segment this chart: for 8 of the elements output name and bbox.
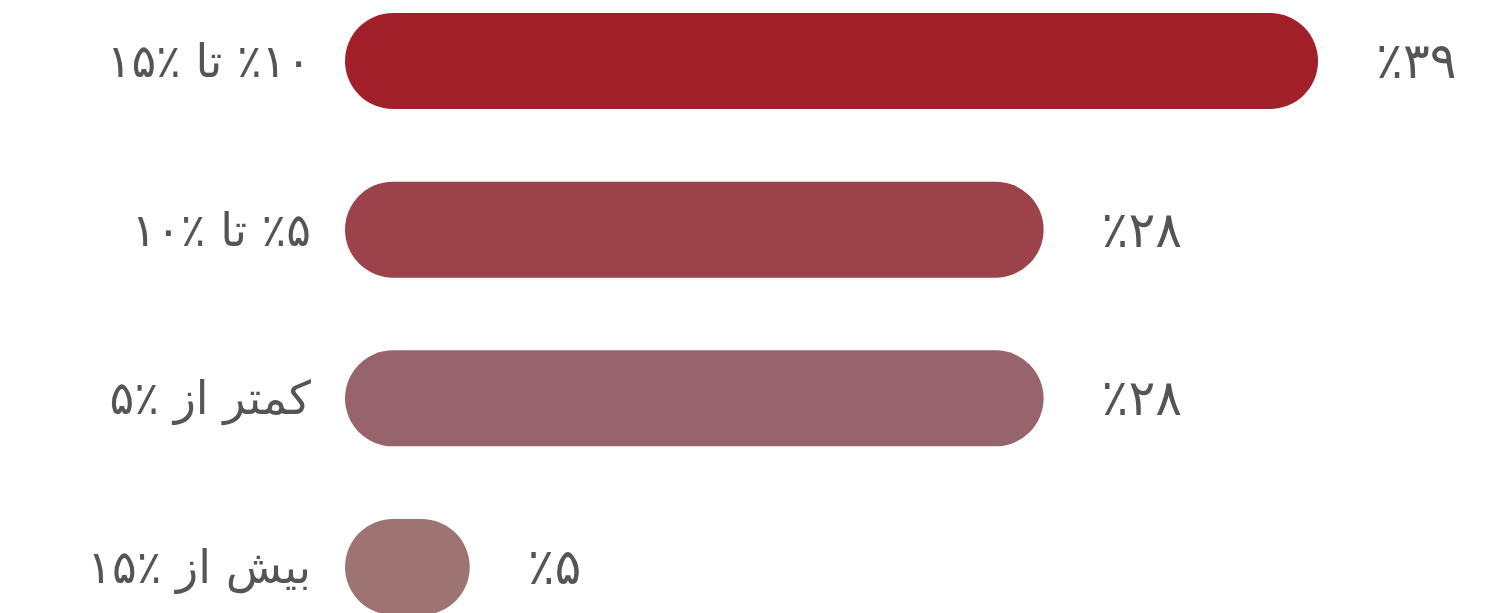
data-label: ٪۲۸ (1101, 369, 1183, 428)
y-tick-label: بیش از ٪۱۵ (87, 540, 311, 594)
y-tick-label: ٪۵ تا ٪۱۰ (131, 202, 311, 257)
data-label: ٪۵ (527, 538, 582, 596)
y-tick-label: کمتر از ٪۵ (109, 371, 312, 427)
data-label: ٪۳۹ (1376, 32, 1457, 90)
y-tick-label: ٪۱۰ تا ٪۱۵ (106, 34, 311, 88)
data-label: ٪۲۸ (1101, 200, 1183, 259)
